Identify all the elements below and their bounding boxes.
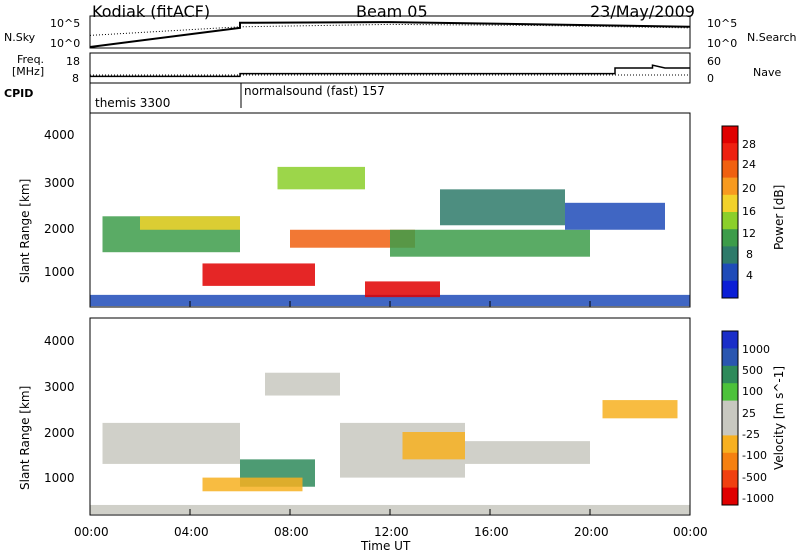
nave-tick-bottom: 0: [707, 72, 714, 85]
cpid-segment-2-label: normalsound (fast) 157: [244, 84, 385, 98]
velocity-ytick-1000: 1000: [44, 471, 75, 485]
velocity-cb-25: 25: [742, 407, 756, 420]
velocity-cb-500: 500: [742, 364, 763, 377]
power-colorbar-band-3: [722, 177, 738, 196]
xtick-4: 16:00: [474, 525, 509, 539]
power-ytick-1000: 1000: [44, 265, 75, 279]
velocity-colorbar-frame: [721, 330, 739, 506]
velocity-colorbar-band-6: [722, 435, 738, 454]
velocity-region-4: [402, 432, 465, 460]
power-cb-16: 16: [742, 205, 756, 218]
power-colorbar-band-7: [722, 246, 738, 265]
cpid-segment-1-label: themis 3300: [95, 96, 171, 110]
power-region-3: [202, 263, 315, 286]
velocity-cb-label: Velocity [m s^-1]: [772, 365, 786, 470]
velocity-ytick-2000: 2000: [44, 426, 75, 440]
power-region-6: [277, 166, 365, 190]
xaxis-label: Time UT: [361, 539, 411, 553]
nsky-panel-frame: [89, 15, 691, 49]
nsky-tick-top: 10^5: [50, 17, 81, 30]
velocity-region-8: [202, 477, 303, 492]
freq-panel-frame: [89, 52, 691, 84]
nsky-tick-bottom: 10^0: [50, 37, 81, 50]
velocity-colorbar-band-4: [722, 400, 738, 419]
power-region-8: [565, 202, 665, 230]
power-colorbar-band-9: [722, 280, 738, 299]
power-colorbar-band-8: [722, 263, 738, 282]
velocity-cb-neg25: -25: [742, 428, 760, 441]
velocity-region-2: [265, 372, 340, 396]
power-colorbar-band-1: [722, 143, 738, 161]
xtick-0: 00:00: [74, 525, 109, 539]
power-colorbar-band-5: [722, 212, 738, 230]
power-region-2: [90, 294, 690, 307]
nsearch-tick-bottom: 10^0: [707, 37, 738, 50]
xtick-1: 04:00: [174, 525, 209, 539]
xtick-3: 12:00: [374, 525, 409, 539]
freq-tick-top: 18: [66, 55, 80, 68]
freq-tick-bottom: 8: [72, 72, 79, 85]
nave-label: Nave: [753, 66, 782, 79]
freq-label-1: Freq.: [17, 53, 45, 66]
velocity-colorbar-band-0: [722, 331, 738, 349]
power-ylabel: Slant Range [km]: [18, 178, 32, 283]
power-cb-28: 28: [742, 138, 756, 151]
power-cb-4: 4: [746, 269, 753, 282]
velocity-region-5: [602, 400, 678, 419]
power-region-5: [365, 281, 440, 298]
power-ytick-2000: 2000: [44, 222, 75, 236]
xtick-6: 00:00: [673, 525, 708, 539]
power-cb-24: 24: [742, 158, 756, 171]
velocity-region-6: [465, 441, 590, 464]
velocity-colorbar-band-9: [722, 487, 738, 506]
velocity-colorbar-band-1: [722, 348, 738, 367]
power-colorbar-frame: [721, 125, 739, 299]
power-colorbar-band-2: [722, 160, 738, 179]
power-colorbar-band-4: [722, 194, 738, 213]
velocity-colorbar-band-7: [722, 452, 738, 471]
nsky-label: N.Sky: [4, 31, 36, 44]
cpid-label: CPID: [4, 87, 34, 100]
velocity-region-0: [102, 422, 240, 464]
nave-tick-top: 60: [707, 55, 721, 68]
velocity-cb-neg100: -100: [742, 449, 767, 462]
velocity-cb-neg500: -500: [742, 471, 767, 484]
power-colorbar-band-0: [722, 126, 738, 144]
power-cb-12: 12: [742, 227, 756, 240]
nsearch-tick-top: 10^5: [707, 17, 738, 30]
velocity-ytick-4000: 4000: [44, 334, 75, 348]
xtick-2: 08:00: [274, 525, 309, 539]
velocity-ytick-3000: 3000: [44, 380, 75, 394]
power-region-1: [140, 216, 240, 230]
power-region-9: [440, 189, 565, 226]
power-region-7: [390, 229, 590, 257]
velocity-cb-100: 100: [742, 385, 763, 398]
velocity-ylabel: Slant Range [km]: [18, 385, 32, 490]
freq-label-2: [MHz]: [12, 65, 45, 78]
velocity-cb-1000: 1000: [742, 343, 770, 356]
power-colorbar-band-6: [722, 229, 738, 247]
series-line-nsky: [89, 21, 691, 48]
series-line-nsearch: [89, 23, 691, 36]
velocity-colorbar-band-2: [722, 365, 738, 384]
velocity-cb-neg1000: -1000: [742, 492, 774, 505]
power-region-4: [290, 229, 415, 248]
velocity-colorbar-band-3: [722, 383, 738, 402]
velocity-colorbar-band-5: [722, 418, 738, 436]
power-cb-label: Power [dB]: [772, 184, 786, 250]
nsearch-label: N.Search: [747, 31, 797, 44]
power-ytick-3000: 3000: [44, 176, 75, 190]
power-cb-20: 20: [742, 182, 756, 195]
power-cb-8: 8: [746, 248, 753, 261]
velocity-colorbar-band-8: [722, 470, 738, 489]
xtick-5: 20:00: [574, 525, 609, 539]
velocity-panel-bg: [90, 318, 690, 515]
power-ytick-4000: 4000: [44, 128, 75, 142]
